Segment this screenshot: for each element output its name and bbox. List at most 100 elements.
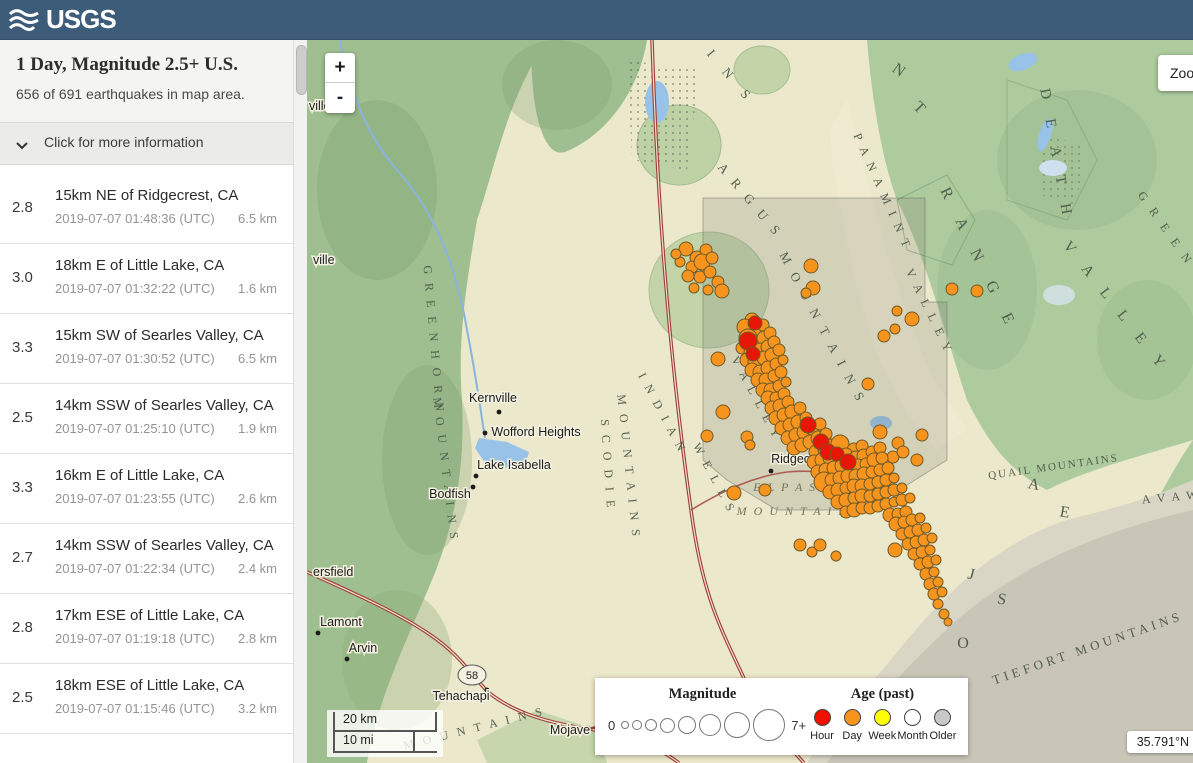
earthquake-marker[interactable] bbox=[943, 617, 953, 627]
earthquake-marker[interactable] bbox=[688, 282, 700, 294]
earthquake-marker[interactable] bbox=[970, 284, 984, 298]
earthquake-marker[interactable] bbox=[714, 283, 730, 299]
town-dot bbox=[470, 484, 476, 490]
quake-list-item[interactable]: 3.3 15km SW of Searles Valley, CA 2019-07-… bbox=[0, 314, 293, 384]
usgs-logo[interactable]: USGS bbox=[8, 4, 117, 35]
legend-age-title: Age (past) bbox=[850, 686, 915, 702]
earthquake-marker[interactable] bbox=[889, 323, 901, 335]
age-legend-item: Older bbox=[928, 709, 958, 742]
quake-place: 15km NE of Ridgecrest, CA bbox=[55, 187, 239, 204]
earthquake-marker[interactable] bbox=[932, 576, 944, 588]
earthquake-marker[interactable] bbox=[726, 485, 742, 501]
quake-list-item[interactable]: 2.8 17km ESE of Little Lake, CA 2019-07-07… bbox=[0, 594, 293, 664]
earthquake-marker[interactable] bbox=[747, 315, 763, 331]
earthquake-marker[interactable] bbox=[800, 287, 812, 299]
earthquake-marker[interactable] bbox=[881, 461, 895, 475]
quake-list-item[interactable]: 3.0 18km E of Little Lake, CA 2019-07-07 0… bbox=[0, 244, 293, 314]
earthquake-marker[interactable] bbox=[678, 241, 694, 257]
scrollbar-thumb[interactable] bbox=[296, 45, 307, 95]
earthquake-marker[interactable] bbox=[710, 351, 726, 367]
earthquake-marker[interactable] bbox=[872, 424, 888, 440]
age-legend-item: Week bbox=[867, 709, 897, 742]
earthquake-marker[interactable] bbox=[793, 538, 807, 552]
town-label: Lake Isabella bbox=[477, 458, 551, 472]
earthquake-marker[interactable] bbox=[793, 401, 807, 415]
map-legend: Magnitude 0 7+ Age (past) Hour Day Week Mon… bbox=[595, 678, 968, 755]
earthquake-marker[interactable] bbox=[829, 446, 845, 462]
quake-depth: 3.2 km bbox=[237, 701, 277, 716]
earthquake-marker[interactable] bbox=[830, 550, 842, 562]
earthquake-marker[interactable] bbox=[780, 376, 792, 388]
earthquake-marker[interactable] bbox=[896, 445, 910, 459]
magnitude-scale-circle bbox=[660, 717, 676, 733]
earthquake-marker[interactable] bbox=[924, 544, 936, 556]
quake-list-item[interactable]: 2.5 14km SSW of Searles Valley, CA 2019-07… bbox=[0, 384, 293, 454]
earthquake-marker[interactable] bbox=[936, 586, 948, 598]
quake-mag: 2.5 bbox=[12, 409, 33, 426]
earthquake-marker[interactable] bbox=[681, 269, 695, 283]
map-label: M O U N T A I N S bbox=[736, 504, 862, 518]
earthquake-marker[interactable] bbox=[926, 532, 938, 544]
quake-list-item[interactable]: 2.8 15km NE of Ridgecrest, CA 2019-07-07 0… bbox=[0, 174, 293, 244]
quake-list-item[interactable]: 2.5 18km ESE of Little Lake, CA 2019-07-07… bbox=[0, 664, 293, 734]
earthquake-marker[interactable] bbox=[930, 554, 942, 566]
earthquake-marker[interactable] bbox=[877, 329, 891, 343]
zoom-in-button[interactable]: + bbox=[325, 53, 355, 83]
earthquake-marker[interactable] bbox=[703, 265, 717, 279]
age-legend-item: Day bbox=[837, 709, 867, 742]
quake-mag: 3.3 bbox=[12, 339, 33, 356]
earthquake-marker[interactable] bbox=[777, 354, 789, 366]
more-information-expander[interactable]: Click for more information bbox=[0, 122, 293, 165]
map-label: E bbox=[1058, 503, 1071, 521]
sidebar-scrollbar[interactable] bbox=[293, 40, 307, 763]
quake-depth: 1.9 km bbox=[237, 421, 277, 436]
earthquake-marker[interactable] bbox=[915, 428, 929, 442]
earthquake-marker[interactable] bbox=[744, 439, 756, 451]
earthquake-marker[interactable] bbox=[702, 284, 714, 296]
earthquake-marker[interactable] bbox=[904, 492, 916, 504]
earthquake-marker[interactable] bbox=[914, 512, 926, 524]
earthquake-marker[interactable] bbox=[813, 538, 827, 552]
earthquake-marker[interactable] bbox=[758, 483, 772, 497]
earthquake-marker[interactable] bbox=[799, 416, 817, 434]
earthquake-marker[interactable] bbox=[888, 472, 900, 484]
map-label: S C O D I E bbox=[598, 419, 618, 511]
earthquake-marker[interactable] bbox=[745, 346, 761, 362]
earthquake-marker[interactable] bbox=[715, 404, 731, 420]
earthquake-marker[interactable] bbox=[806, 546, 818, 558]
earthquake-marker[interactable] bbox=[896, 482, 908, 494]
town-label: Wofford Heights bbox=[491, 425, 580, 439]
quake-depth: 6.5 km bbox=[237, 351, 277, 366]
earthquake-marker[interactable] bbox=[932, 598, 944, 610]
zoom-out-button[interactable]: - bbox=[325, 83, 355, 113]
quake-mag: 3.0 bbox=[12, 269, 33, 286]
earthquake-marker[interactable] bbox=[700, 429, 714, 443]
earthquake-marker[interactable] bbox=[670, 248, 682, 260]
earthquake-marker[interactable] bbox=[891, 305, 903, 317]
map-label: E L P A S O bbox=[752, 480, 832, 494]
zoom-extent-button[interactable]: Zoom bbox=[1158, 55, 1193, 91]
earthquake-marker[interactable] bbox=[945, 282, 959, 296]
earthquake-marker[interactable] bbox=[887, 542, 903, 558]
earthquake-marker[interactable] bbox=[920, 522, 932, 534]
map-label: O bbox=[957, 635, 969, 652]
town-label: ersfield bbox=[313, 565, 353, 579]
usgs-wave-icon bbox=[8, 8, 39, 31]
earthquake-marker[interactable] bbox=[910, 453, 924, 467]
earthquake-marker[interactable] bbox=[861, 377, 875, 391]
earthquake-marker[interactable] bbox=[772, 343, 786, 357]
earthquake-marker[interactable] bbox=[705, 251, 719, 265]
cursor-coordinates: 35.791°N bbox=[1126, 731, 1193, 753]
town-label: Arvin bbox=[349, 641, 378, 655]
sidebar-header: 1 Day, Magnitude 2.5+ U.S. 656 of 691 ea… bbox=[0, 40, 293, 122]
earthquake-marker[interactable] bbox=[904, 311, 920, 327]
age-week-dot bbox=[873, 709, 891, 726]
earthquake-marker[interactable] bbox=[774, 365, 788, 379]
earthquake-marker[interactable] bbox=[803, 258, 819, 274]
earthquake-marker[interactable] bbox=[938, 608, 950, 620]
quake-list-item[interactable]: 3.3 16km E of Little Lake, CA 2019-07-07 0… bbox=[0, 454, 293, 524]
quake-list-item[interactable]: 2.7 14km SSW of Searles Valley, CA 2019-07… bbox=[0, 524, 293, 594]
earthquake-marker[interactable] bbox=[839, 453, 857, 471]
earthquake-marker[interactable] bbox=[928, 566, 940, 578]
